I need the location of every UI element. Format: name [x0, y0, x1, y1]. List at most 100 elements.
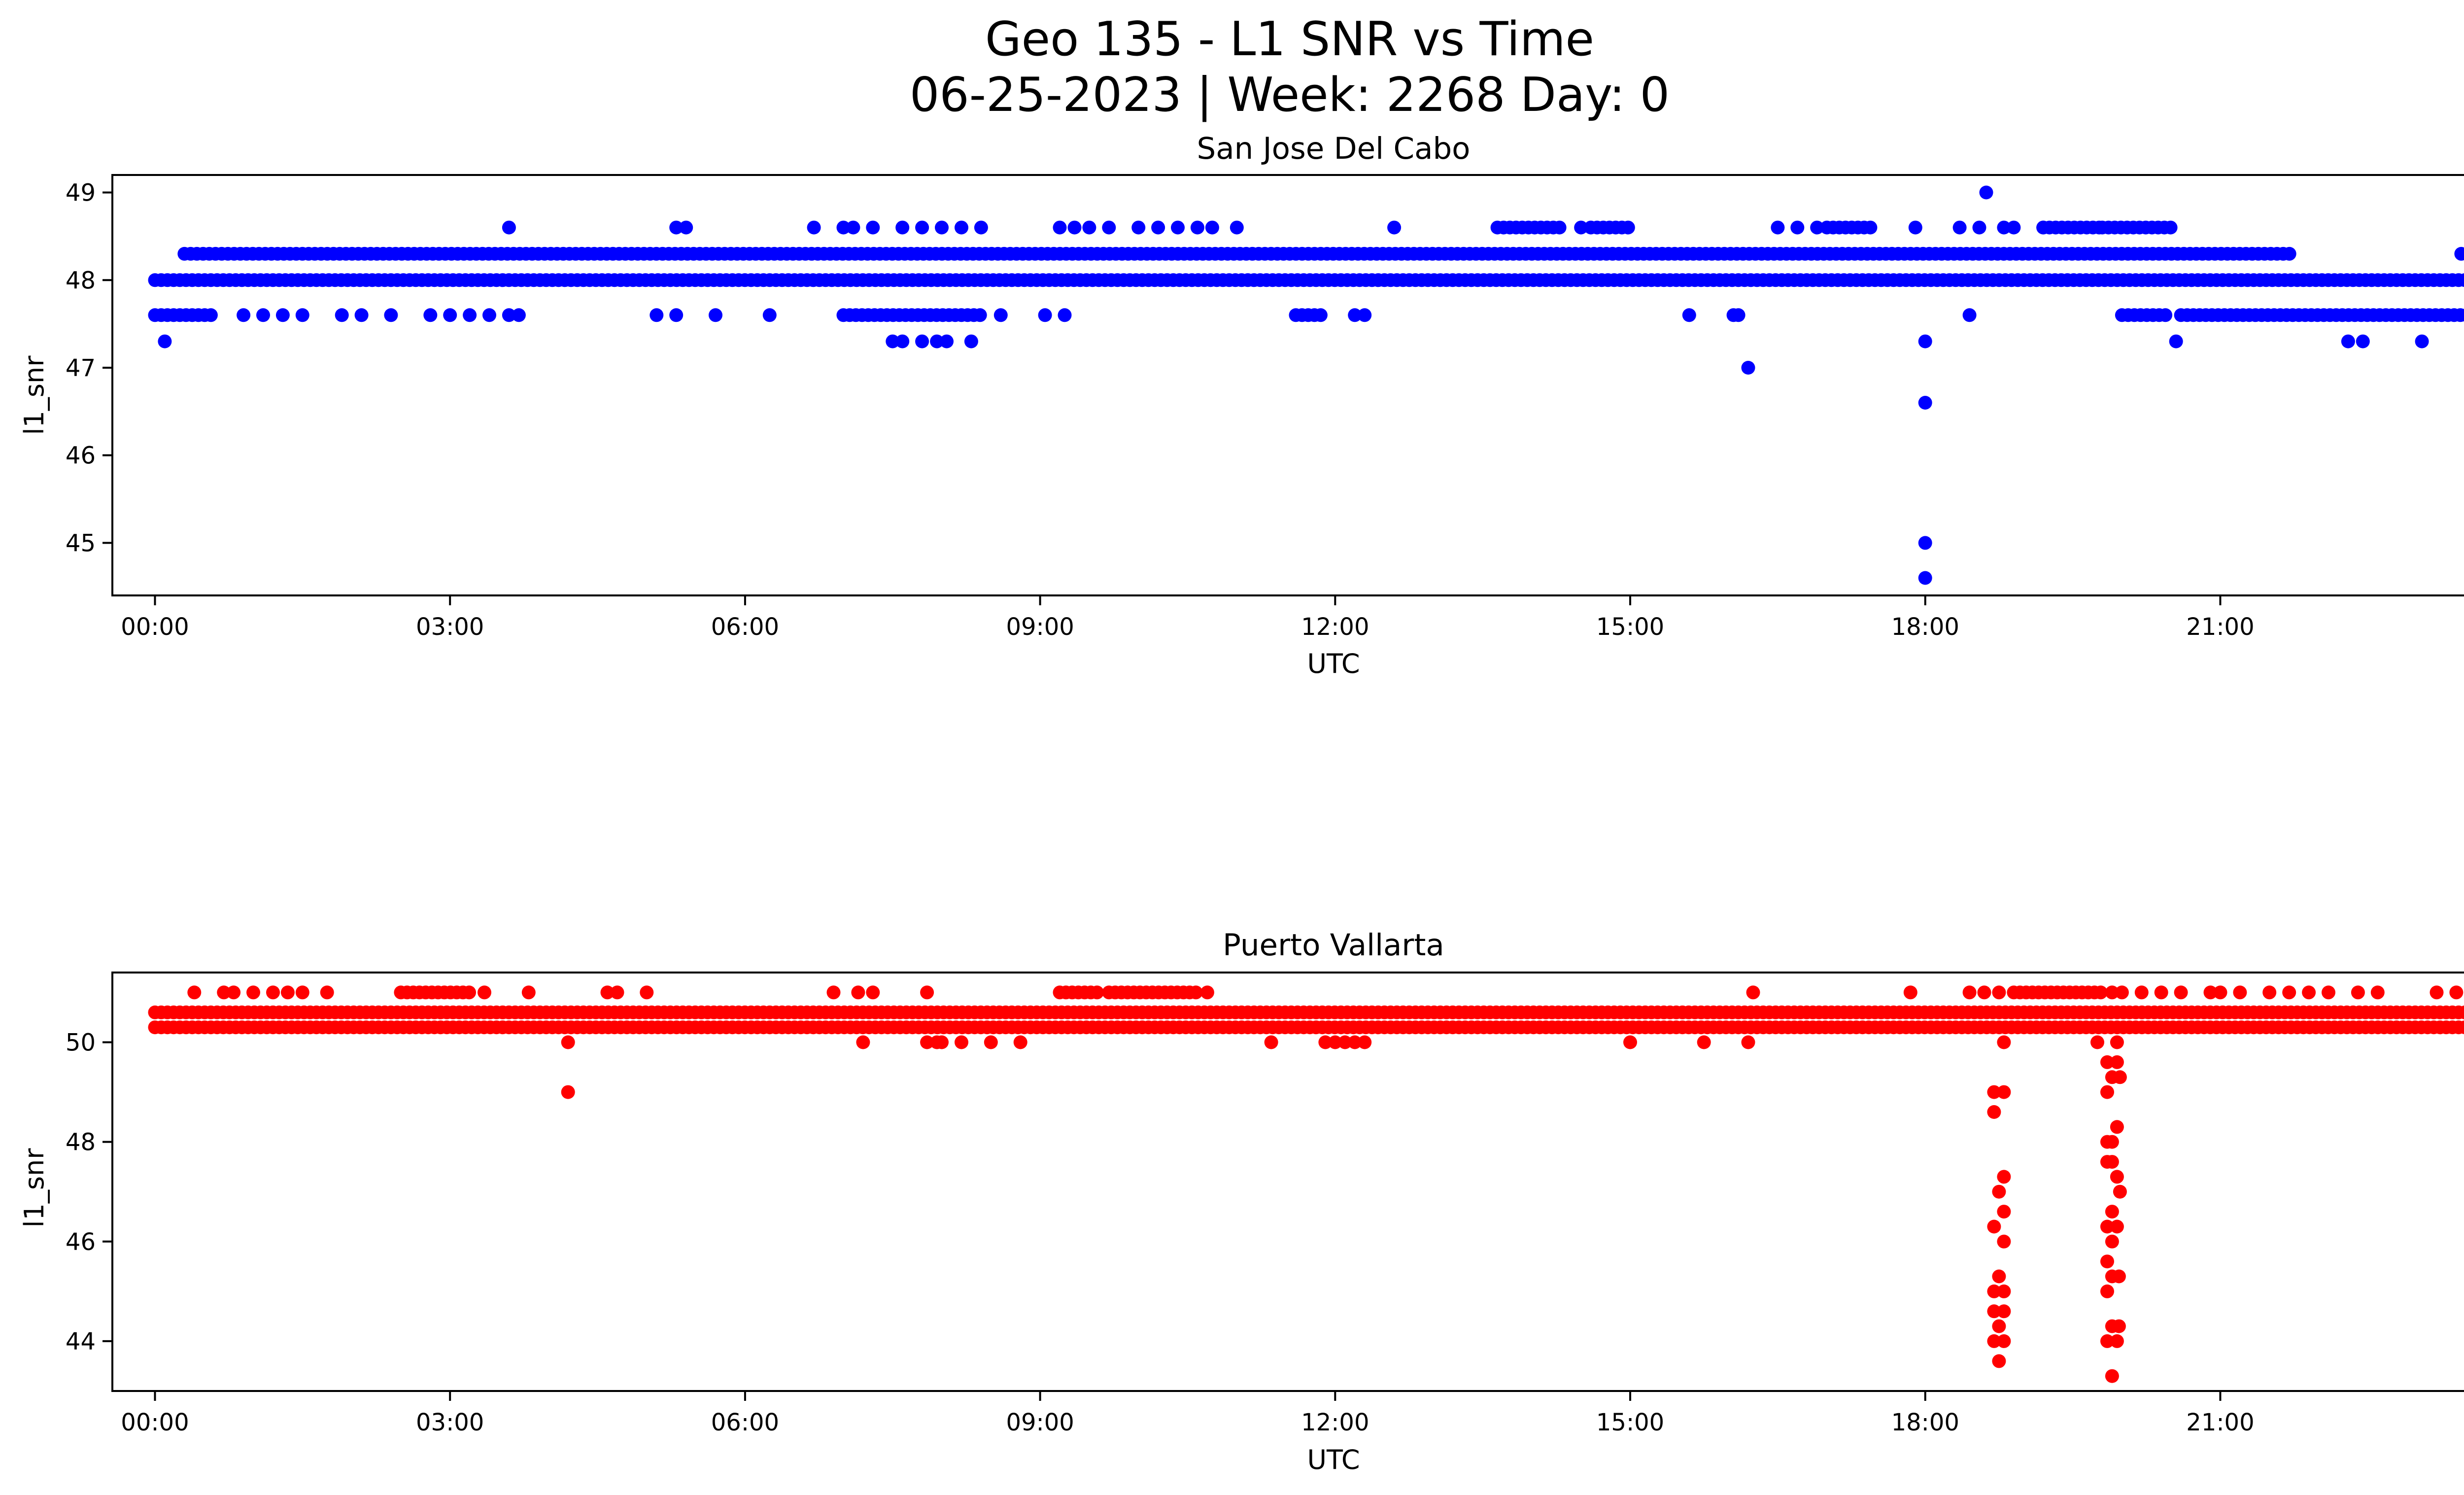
data-point — [1102, 220, 1116, 235]
data-point — [502, 308, 516, 322]
data-point — [1992, 1319, 2006, 1333]
data-point — [280, 985, 295, 1000]
x-tick-label: 21:00 — [2186, 613, 2254, 641]
data-point — [2430, 985, 2444, 1000]
data-point — [1741, 1035, 1755, 1049]
data-point — [846, 220, 860, 235]
data-point — [502, 220, 516, 235]
data-point — [2233, 985, 2247, 1000]
data-point — [1013, 1035, 1027, 1049]
data-point — [478, 985, 491, 1000]
y-tick-label: 50 — [66, 1029, 96, 1057]
data-point — [836, 220, 851, 235]
data-point — [1058, 308, 1072, 322]
data-point — [1348, 308, 1362, 322]
data-point — [2174, 985, 2188, 1000]
data-point — [1348, 1035, 1362, 1049]
x-tick-label: 06:00 — [711, 613, 779, 641]
data-point — [2169, 334, 2183, 348]
data-point — [1171, 220, 1185, 235]
data-point — [1697, 1035, 1711, 1049]
subplot-title: San Jose Del Cabo — [1197, 131, 1470, 166]
data-point — [354, 308, 369, 322]
x-tick-label: 21:00 — [2186, 1409, 2254, 1436]
data-point — [275, 308, 290, 322]
data-point — [886, 334, 900, 348]
data-point — [973, 308, 987, 322]
data-point — [1328, 1035, 1342, 1049]
data-point — [600, 985, 615, 1000]
data-point — [1313, 308, 1328, 322]
data-point — [2100, 1334, 2114, 1348]
data-point — [1552, 220, 1567, 235]
data-point — [709, 308, 722, 322]
data-point — [2322, 985, 2335, 1000]
data-point — [2460, 309, 2464, 322]
data-point — [2105, 1205, 2119, 1219]
y-tick-label: 45 — [66, 529, 96, 557]
data-point — [2351, 985, 2365, 1000]
data-point — [443, 308, 457, 322]
data-point — [1082, 220, 1096, 235]
data-points — [148, 985, 2464, 1383]
y-tick-label: 44 — [66, 1328, 96, 1356]
data-point — [2154, 985, 2168, 1000]
x-tick-label: 18:00 — [1891, 1409, 1959, 1436]
data-point — [2113, 1184, 2127, 1199]
data-point — [679, 220, 693, 235]
data-point — [2203, 985, 2218, 1000]
plot-area-frame — [111, 972, 2464, 1392]
data-point — [993, 308, 1008, 322]
data-point — [295, 985, 309, 1000]
data-point — [462, 985, 476, 1000]
data-point — [762, 308, 777, 322]
data-point — [2110, 1120, 2124, 1134]
data-point — [1962, 985, 1977, 1000]
data-point — [1574, 220, 1588, 235]
data-point — [866, 220, 880, 235]
data-point — [915, 334, 929, 348]
data-point — [2036, 220, 2051, 235]
data-point — [1682, 308, 1696, 322]
data-point — [1264, 1035, 1278, 1049]
data-point — [2356, 334, 2370, 348]
data-point — [2458, 1006, 2464, 1019]
data-point — [935, 1035, 949, 1049]
x-axis-label: UTC — [1307, 648, 1360, 679]
data-point — [1810, 220, 1824, 235]
data-point — [2110, 1219, 2124, 1234]
data-point — [1997, 1205, 2011, 1219]
data-point — [1731, 308, 1745, 322]
data-point — [1623, 1035, 1637, 1049]
data-point — [1918, 334, 1932, 348]
data-point — [1358, 308, 1372, 322]
data-point — [1190, 220, 1204, 235]
x-tick-label: 09:00 — [1006, 1409, 1074, 1436]
data-point — [2100, 1135, 2114, 1149]
data-point — [561, 1035, 575, 1049]
x-tick-label: 00:00 — [121, 1409, 189, 1436]
data-point — [1997, 1304, 2011, 1319]
y-tick-label: 47 — [66, 354, 96, 382]
data-point — [2458, 1020, 2464, 1035]
data-point — [1771, 220, 1785, 235]
data-point — [1918, 396, 1932, 410]
data-point — [920, 985, 934, 1000]
data-point — [2262, 985, 2277, 1000]
data-point — [1205, 220, 1219, 235]
data-point — [866, 985, 880, 1000]
y-axis-ticks: 45 46 47 48 49 — [66, 179, 112, 557]
data-point — [521, 985, 536, 1000]
data-point — [1997, 220, 2011, 235]
data-point — [158, 334, 172, 348]
x-tick-label: 03:00 — [416, 613, 484, 641]
data-point — [669, 308, 684, 322]
data-point — [1979, 185, 1993, 200]
data-point — [964, 334, 978, 348]
data-point — [974, 220, 988, 235]
data-point — [940, 334, 954, 348]
data-point — [1997, 1284, 2011, 1298]
data-point — [1992, 1184, 2006, 1199]
data-point — [640, 985, 654, 1000]
data-point — [2110, 1035, 2124, 1049]
